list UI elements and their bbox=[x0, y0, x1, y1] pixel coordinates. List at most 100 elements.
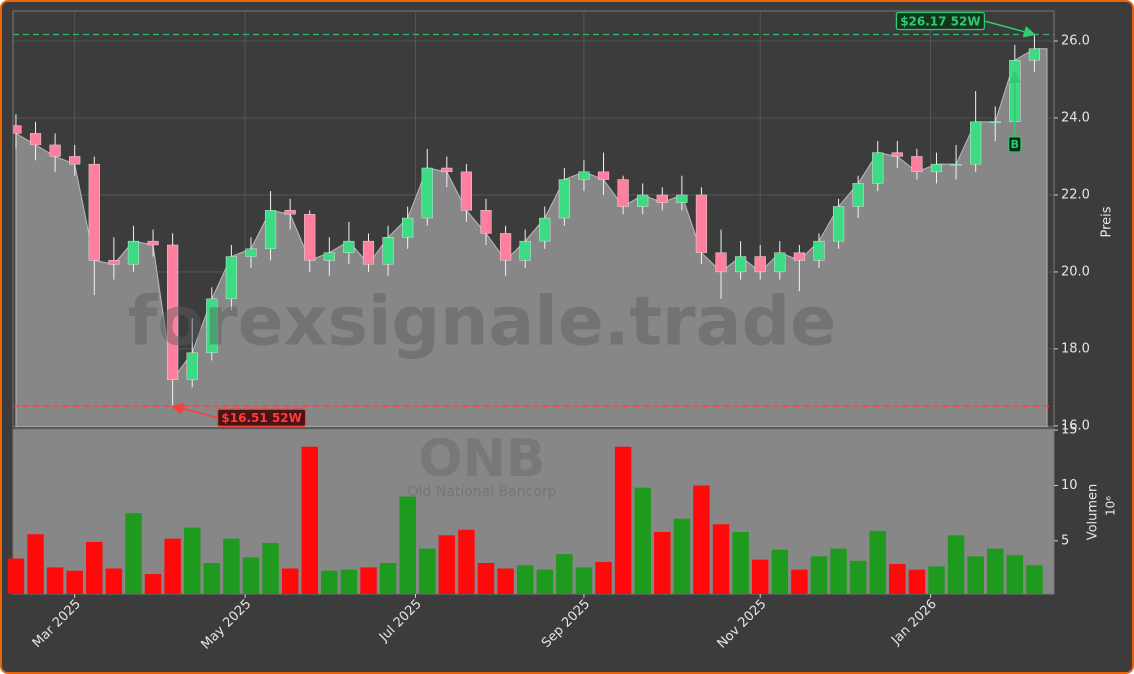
volume-bar bbox=[889, 564, 906, 594]
candle-body bbox=[1028, 48, 1041, 61]
volume-axis-label: Volumen bbox=[1086, 484, 1101, 541]
candle-body bbox=[774, 252, 786, 273]
volume-tick-label: 5 bbox=[1061, 533, 1069, 548]
volume-tick-label: 15 bbox=[1061, 423, 1078, 438]
volume-bar bbox=[281, 568, 299, 594]
volume-bar bbox=[183, 527, 201, 594]
volume-unit: 10⁶ bbox=[1104, 496, 1118, 516]
volume-bar bbox=[223, 538, 240, 594]
candle-body bbox=[245, 248, 257, 257]
volume-bar bbox=[164, 538, 181, 594]
volume-bar bbox=[1026, 565, 1043, 594]
candle-body bbox=[989, 121, 1001, 124]
x-tick-label: Mar 2025 bbox=[30, 597, 84, 651]
candle-body bbox=[323, 252, 335, 261]
candle-body bbox=[519, 240, 531, 261]
volume-bar bbox=[987, 548, 1004, 594]
candle-body bbox=[695, 194, 708, 253]
volume-bar bbox=[301, 446, 318, 594]
volume-bar bbox=[66, 570, 83, 594]
candle-body bbox=[421, 167, 433, 219]
company-watermark: Old National Bancorp bbox=[408, 484, 557, 500]
volume-bar bbox=[477, 562, 495, 594]
volume-bar bbox=[791, 569, 808, 594]
candle-body bbox=[127, 240, 140, 265]
volume-bar bbox=[144, 574, 162, 594]
candle-body bbox=[108, 260, 120, 265]
volume-bar bbox=[751, 559, 769, 594]
candle-body bbox=[558, 179, 570, 219]
candle-body bbox=[500, 233, 512, 261]
volume-bar bbox=[497, 568, 514, 594]
volume-bar bbox=[419, 548, 436, 594]
candle-body bbox=[656, 194, 668, 203]
candle-body bbox=[872, 152, 884, 184]
volume-bar bbox=[673, 518, 691, 594]
volume-bar bbox=[556, 554, 573, 594]
x-tick-label: Sep 2025 bbox=[539, 597, 593, 651]
candle-body bbox=[382, 237, 394, 265]
candle-body bbox=[637, 194, 649, 207]
volume-bar bbox=[321, 570, 338, 594]
y-axis-label: Preis bbox=[1100, 206, 1115, 237]
candle-body bbox=[950, 163, 962, 166]
annotation-label: $26.17 52W bbox=[900, 14, 980, 28]
volume-bar bbox=[399, 496, 416, 594]
candle-body bbox=[29, 133, 42, 146]
volume-bar bbox=[810, 556, 828, 594]
volume-bar bbox=[125, 513, 142, 594]
annotation-arrow bbox=[984, 20, 1036, 38]
volume-bar bbox=[575, 567, 593, 594]
candle-body bbox=[676, 194, 688, 203]
candle-body bbox=[284, 210, 296, 215]
volume-bar bbox=[1006, 555, 1024, 594]
x-tick-label: May 2025 bbox=[198, 597, 254, 653]
y-tick-label: 26.0 bbox=[1061, 34, 1090, 49]
x-tick-label: Jul 2025 bbox=[376, 597, 425, 646]
candle-body bbox=[480, 210, 492, 234]
x-tick-label: Nov 2025 bbox=[715, 597, 770, 652]
candle-body bbox=[930, 163, 943, 173]
volume-bar bbox=[340, 569, 358, 594]
volume-bar bbox=[536, 569, 553, 594]
y-tick-label: 22.0 bbox=[1061, 187, 1090, 202]
volume-bar bbox=[712, 524, 730, 594]
y-tick-label: 24.0 bbox=[1061, 110, 1090, 125]
volume-bar bbox=[516, 565, 534, 594]
volume-bar bbox=[947, 535, 965, 594]
candle-body bbox=[970, 121, 982, 165]
volume-bar bbox=[908, 569, 926, 594]
candle-body bbox=[911, 156, 923, 173]
volume-bar bbox=[7, 558, 25, 594]
volume-bar bbox=[654, 531, 671, 594]
candle-body bbox=[539, 217, 551, 242]
candle-body bbox=[793, 252, 805, 261]
candle-body bbox=[225, 256, 237, 300]
candle-body bbox=[343, 240, 355, 253]
volume-bar bbox=[458, 529, 475, 594]
candle-body bbox=[735, 256, 747, 273]
volume-bar bbox=[86, 541, 103, 594]
annotation-box bbox=[216, 408, 307, 427]
watermark: forexsignale.trade bbox=[128, 283, 837, 362]
x-tick-label: Jan 2026 bbox=[888, 597, 940, 649]
candle-body bbox=[49, 144, 61, 157]
volume-bar bbox=[360, 567, 377, 594]
candle-body bbox=[813, 240, 825, 261]
candle-body bbox=[832, 206, 845, 242]
volume-bar bbox=[438, 535, 456, 594]
candle-body bbox=[186, 352, 198, 380]
volume-bar bbox=[242, 557, 260, 594]
candle-body bbox=[852, 183, 864, 207]
annotation-arrow bbox=[171, 403, 218, 419]
candle-body bbox=[304, 213, 316, 261]
symbol-watermark: ONB bbox=[418, 429, 545, 489]
candle-body bbox=[13, 125, 22, 134]
candle-body bbox=[88, 163, 100, 261]
volume-bar bbox=[595, 561, 612, 594]
volume-bar bbox=[771, 549, 789, 594]
candle-body bbox=[578, 171, 590, 180]
